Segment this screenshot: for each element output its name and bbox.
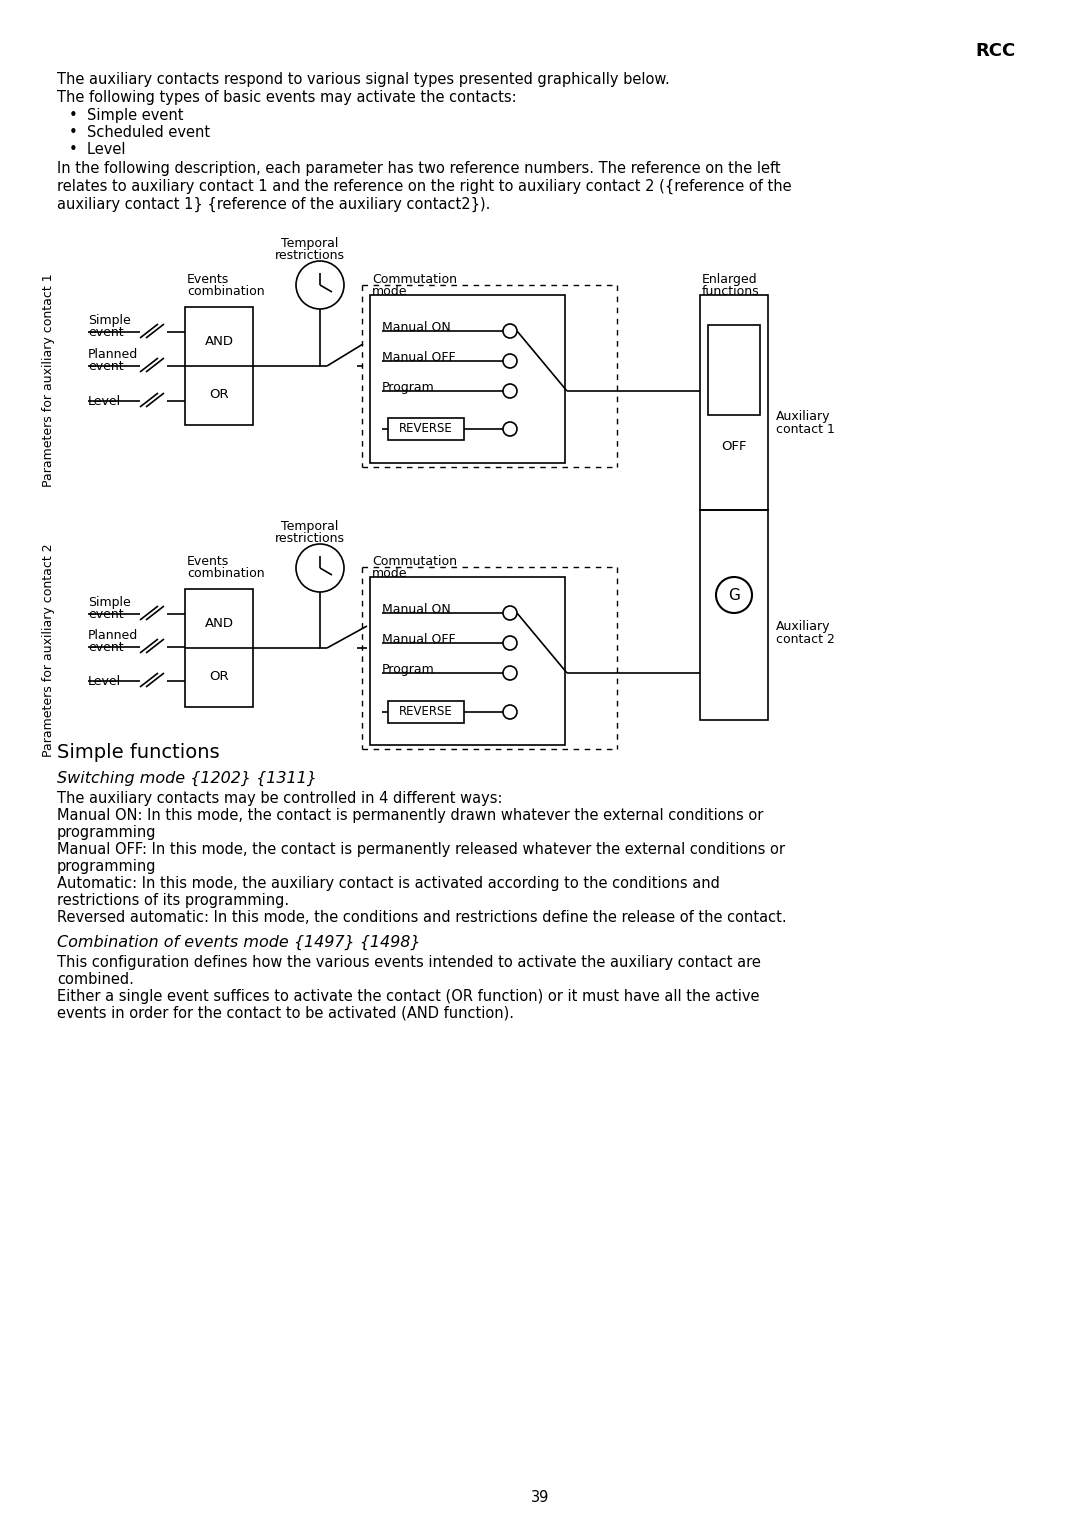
Text: auxiliary contact 1} {reference of the auxiliary contact2}).: auxiliary contact 1} {reference of the a… <box>57 197 490 212</box>
Text: •  Scheduled event: • Scheduled event <box>69 125 211 141</box>
Text: OFF: OFF <box>721 440 746 452</box>
Bar <box>185 307 253 425</box>
Text: Enlarged: Enlarged <box>702 274 758 286</box>
Text: mode: mode <box>372 286 407 298</box>
Text: •  Simple event: • Simple event <box>69 108 184 122</box>
Text: REVERSE: REVERSE <box>400 422 453 435</box>
Text: Manual ON: Manual ON <box>382 604 450 616</box>
Text: Parameters for auxiliary contact 2: Parameters for auxiliary contact 2 <box>42 542 55 756</box>
Text: restrictions: restrictions <box>275 249 345 261</box>
Text: events in order for the contact to be activated (AND function).: events in order for the contact to be ac… <box>57 1005 514 1021</box>
Circle shape <box>503 607 517 620</box>
Text: restrictions of its programming.: restrictions of its programming. <box>57 892 289 908</box>
Text: restrictions: restrictions <box>275 532 345 545</box>
Text: event: event <box>87 325 123 339</box>
Text: The auxiliary contacts respond to various signal types presented graphically bel: The auxiliary contacts respond to variou… <box>57 72 670 87</box>
Text: functions: functions <box>702 286 759 298</box>
Text: Planned: Planned <box>87 348 138 361</box>
Bar <box>700 295 768 510</box>
Text: Planned: Planned <box>87 630 138 642</box>
Text: Switching mode {1202} {1311}: Switching mode {1202} {1311} <box>57 772 316 787</box>
Text: Temporal: Temporal <box>281 237 339 251</box>
Text: Manual ON: Manual ON <box>382 321 450 335</box>
Circle shape <box>296 261 345 309</box>
Text: Program: Program <box>382 663 435 675</box>
Bar <box>708 325 760 416</box>
Circle shape <box>296 544 345 591</box>
Text: 39: 39 <box>530 1490 550 1505</box>
Text: Commutation: Commutation <box>372 555 457 568</box>
Text: event: event <box>87 361 123 373</box>
Text: Reversed automatic: In this mode, the conditions and restrictions define the rel: Reversed automatic: In this mode, the co… <box>57 911 786 924</box>
Text: event: event <box>87 608 123 620</box>
Circle shape <box>503 666 517 680</box>
Text: Parameters for auxiliary contact 1: Parameters for auxiliary contact 1 <box>42 274 55 487</box>
Text: Temporal: Temporal <box>281 520 339 533</box>
Text: contact 1: contact 1 <box>777 423 835 435</box>
Bar <box>388 419 464 440</box>
Text: Level: Level <box>87 675 121 688</box>
Bar <box>388 701 464 723</box>
Circle shape <box>503 636 517 649</box>
Text: combination: combination <box>187 286 265 298</box>
Text: RCC: RCC <box>975 41 1015 60</box>
Text: programming: programming <box>57 859 157 874</box>
Text: The following types of basic events may activate the contacts:: The following types of basic events may … <box>57 90 516 105</box>
Circle shape <box>503 704 517 720</box>
Text: Auxiliary: Auxiliary <box>777 620 831 633</box>
Circle shape <box>503 384 517 397</box>
Text: •  Level: • Level <box>69 142 125 157</box>
Text: Simple: Simple <box>87 596 131 610</box>
Circle shape <box>716 578 752 613</box>
Text: relates to auxiliary contact 1 and the reference on the right to auxiliary conta: relates to auxiliary contact 1 and the r… <box>57 179 792 194</box>
Text: Simple: Simple <box>87 313 131 327</box>
Text: combination: combination <box>187 567 265 581</box>
Text: AND: AND <box>204 617 233 630</box>
Text: This configuration defines how the various events intended to activate the auxil: This configuration defines how the vario… <box>57 955 761 970</box>
Text: combined.: combined. <box>57 972 134 987</box>
Text: G: G <box>728 588 740 604</box>
Text: mode: mode <box>372 567 407 581</box>
Text: Manual OFF: Manual OFF <box>382 633 456 646</box>
Text: In the following description, each parameter has two reference numbers. The refe: In the following description, each param… <box>57 160 781 176</box>
Text: Manual ON: In this mode, the contact is permanently drawn whatever the external : Manual ON: In this mode, the contact is … <box>57 808 764 824</box>
Circle shape <box>503 422 517 435</box>
Text: Manual OFF: In this mode, the contact is permanently released whatever the exter: Manual OFF: In this mode, the contact is… <box>57 842 785 857</box>
Bar <box>185 588 253 707</box>
Text: The auxiliary contacts may be controlled in 4 different ways:: The auxiliary contacts may be controlled… <box>57 792 502 805</box>
Text: Simple functions: Simple functions <box>57 743 219 762</box>
Circle shape <box>503 354 517 368</box>
Text: programming: programming <box>57 825 157 840</box>
Text: Auxiliary: Auxiliary <box>777 410 831 423</box>
Text: contact 2: contact 2 <box>777 633 835 646</box>
Text: Events: Events <box>187 274 229 286</box>
Text: Either a single event suffices to activate the contact (OR function) or it must : Either a single event suffices to activa… <box>57 989 759 1004</box>
Circle shape <box>503 324 517 338</box>
Bar <box>700 510 768 720</box>
Text: event: event <box>87 642 123 654</box>
Text: Commutation: Commutation <box>372 274 457 286</box>
Text: Program: Program <box>382 380 435 394</box>
Text: Automatic: In this mode, the auxiliary contact is activated according to the con: Automatic: In this mode, the auxiliary c… <box>57 876 720 891</box>
Bar <box>370 578 565 746</box>
Text: Events: Events <box>187 555 229 568</box>
Text: OR: OR <box>210 669 229 683</box>
Text: Combination of events mode {1497} {1498}: Combination of events mode {1497} {1498} <box>57 935 420 950</box>
Text: OR: OR <box>210 388 229 400</box>
Text: Level: Level <box>87 396 121 408</box>
Text: REVERSE: REVERSE <box>400 704 453 718</box>
Bar <box>370 295 565 463</box>
Text: AND: AND <box>204 335 233 348</box>
Text: Manual OFF: Manual OFF <box>382 351 456 364</box>
